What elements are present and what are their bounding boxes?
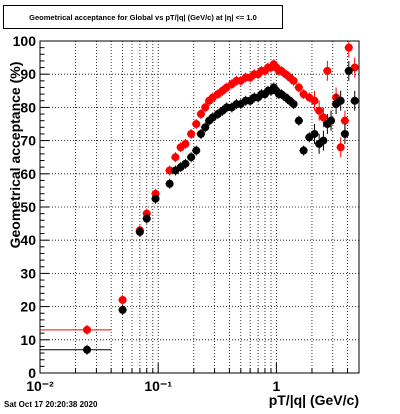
- marker: [344, 43, 353, 52]
- black-data-point: [40, 344, 112, 355]
- red-data-point: [323, 60, 332, 81]
- red-data-point: [196, 109, 205, 120]
- black-data-point: [289, 99, 298, 110]
- marker: [192, 120, 201, 128]
- y-tick-label: 90: [20, 66, 36, 82]
- marker: [294, 83, 303, 92]
- marker: [350, 96, 359, 105]
- marker: [192, 146, 201, 155]
- black-data-point: [186, 152, 196, 163]
- marker: [201, 103, 210, 112]
- black-data-point: [151, 193, 160, 204]
- marker: [187, 153, 196, 162]
- black-data-point: [350, 90, 359, 111]
- marker: [323, 66, 332, 75]
- y-tick-label: 20: [20, 299, 36, 315]
- marker: [187, 129, 196, 138]
- marker: [340, 116, 349, 125]
- red-data-point: [294, 82, 303, 93]
- y-tick-label: 50: [20, 199, 36, 215]
- marker: [289, 100, 298, 109]
- marker: [181, 159, 190, 168]
- black-data-point: [340, 124, 349, 144]
- black-data-point: [344, 60, 353, 81]
- black-data-point: [319, 130, 328, 151]
- red-data-point: [186, 128, 196, 139]
- red-data-point: [350, 57, 359, 78]
- black-data-point: [191, 145, 201, 156]
- marker: [319, 113, 328, 122]
- y-tick-label: 40: [20, 232, 36, 248]
- red-data-point: [40, 324, 112, 335]
- marker: [118, 305, 127, 314]
- marker: [336, 143, 345, 152]
- marker: [83, 345, 92, 354]
- x-tick-label: 10⁻²: [26, 378, 54, 394]
- y-tick-label: 100: [13, 33, 37, 49]
- marker: [344, 66, 353, 75]
- chart-title: Geometrical acceptance for Global vs pT/…: [29, 12, 257, 22]
- red-data-point: [191, 119, 201, 129]
- marker: [196, 110, 205, 119]
- marker: [83, 325, 92, 334]
- marker: [350, 63, 359, 72]
- marker: [294, 116, 303, 125]
- grid: [39, 40, 360, 374]
- x-axis-label: pT/|q| (GeV/c): [269, 392, 359, 408]
- red-data-point: [118, 294, 127, 305]
- axes: 0 10 20 30 40 50 60 70 80 90 100 10⁻² 10⁻¹ 1: [13, 33, 360, 394]
- marker: [310, 96, 319, 105]
- black-data-point: [196, 128, 205, 139]
- marker: [181, 139, 190, 148]
- red-data-point: [344, 41, 353, 58]
- timestamp-footer: Sat Oct 17 20:20:38 2020: [4, 400, 98, 409]
- marker: [315, 106, 324, 115]
- y-axis-label: Geometrical acceptance (%): [7, 62, 23, 249]
- red-data-point: [181, 138, 190, 149]
- marker: [299, 146, 308, 155]
- x-tick-label: 10⁻¹: [144, 378, 172, 394]
- black-data-point: [326, 110, 336, 131]
- marker: [201, 123, 210, 132]
- marker: [165, 179, 174, 188]
- black-data-point: [299, 145, 308, 156]
- marker: [151, 194, 160, 203]
- y-tick-label: 10: [20, 332, 36, 348]
- red-data-point: [336, 137, 345, 158]
- marker: [142, 214, 151, 223]
- y-tick-label: 80: [20, 99, 36, 115]
- y-tick-label: 0: [28, 365, 36, 381]
- red-data-point: [171, 152, 180, 163]
- black-data-point: [118, 304, 127, 315]
- marker: [171, 153, 180, 162]
- y-tick-label: 70: [20, 133, 36, 149]
- black-data-point: [135, 226, 144, 237]
- black-data-point: [200, 122, 210, 133]
- chart-title-box: Geometrical acceptance for Global vs pT/…: [3, 5, 283, 29]
- marker: [165, 166, 174, 175]
- marker: [135, 227, 144, 236]
- data-points: [40, 41, 359, 355]
- marker: [340, 129, 349, 138]
- red-data-point: [289, 75, 298, 86]
- marker: [336, 96, 345, 105]
- black-data-point: [181, 158, 190, 169]
- black-data-point: [165, 178, 174, 189]
- black-data-point: [294, 115, 303, 126]
- black-data-point: [142, 213, 151, 224]
- marker: [196, 129, 205, 138]
- marker: [327, 116, 336, 125]
- y-tick-label: 60: [20, 166, 36, 182]
- red-data-point: [200, 102, 210, 113]
- marker: [319, 136, 328, 145]
- black-data-point: [310, 124, 319, 144]
- marker: [289, 76, 298, 85]
- red-data-point: [310, 90, 319, 111]
- x-tick-label: 1: [272, 378, 280, 394]
- marker: [310, 129, 319, 138]
- marker: [118, 295, 127, 304]
- black-data-point: [336, 90, 345, 111]
- y-tick-label: 30: [20, 265, 36, 281]
